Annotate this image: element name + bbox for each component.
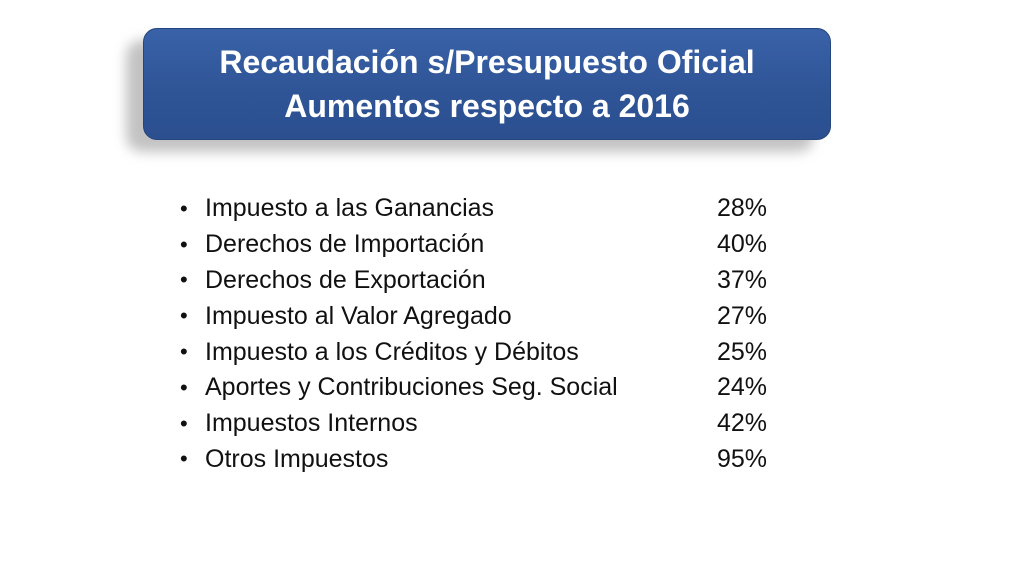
item-label: Impuesto al Valor Agregado	[205, 301, 512, 330]
bullet-icon: •	[180, 339, 188, 365]
list-item: • Impuesto a los Créditos y Débitos 25%	[180, 334, 800, 370]
item-label: Aportes y Contribuciones Seg. Social	[205, 373, 618, 402]
bullet-icon: •	[180, 374, 188, 400]
tax-increase-list: • Impuesto a las Ganancias 28% • Derecho…	[180, 191, 800, 477]
item-label: Otros Impuestos	[205, 444, 389, 473]
list-item: • Derechos de Exportación 37%	[180, 263, 800, 299]
item-value: 40%	[717, 230, 768, 259]
bullet-icon: •	[180, 267, 188, 293]
list-item: • Aportes y Contribuciones Seg. Social 2…	[180, 370, 800, 406]
item-label: Impuesto a los Créditos y Débitos	[205, 337, 579, 366]
item-label: Derechos de Importación	[205, 230, 485, 259]
item-value: 95%	[717, 444, 768, 473]
bullet-icon: •	[180, 410, 188, 436]
bullet-icon: •	[180, 303, 188, 329]
item-label: Impuestos Internos	[205, 409, 418, 438]
item-value: 42%	[717, 409, 768, 438]
list-item: • Impuesto a las Ganancias 28%	[180, 191, 800, 227]
item-label: Derechos de Exportación	[205, 265, 486, 294]
item-label: Impuesto a las Ganancias	[205, 194, 495, 223]
bullet-icon: •	[180, 195, 188, 221]
item-value: 28%	[717, 194, 768, 223]
list-item: • Otros Impuestos 95%	[180, 442, 800, 478]
list-item: • Impuestos Internos 42%	[180, 406, 800, 442]
title-box: Recaudación s/Presupuesto Oficial Aument…	[143, 28, 831, 140]
item-value: 25%	[717, 337, 768, 366]
item-value: 37%	[717, 265, 768, 294]
list-item: • Derechos de Importación 40%	[180, 227, 800, 263]
title-line-2: Aumentos respecto a 2016	[284, 88, 690, 124]
list-item: • Impuesto al Valor Agregado 27%	[180, 298, 800, 334]
bullet-icon: •	[180, 446, 188, 472]
item-value: 24%	[717, 373, 768, 402]
title-line-1: Recaudación s/Presupuesto Oficial	[219, 44, 755, 80]
bullet-icon: •	[180, 231, 188, 257]
item-value: 27%	[717, 301, 768, 330]
